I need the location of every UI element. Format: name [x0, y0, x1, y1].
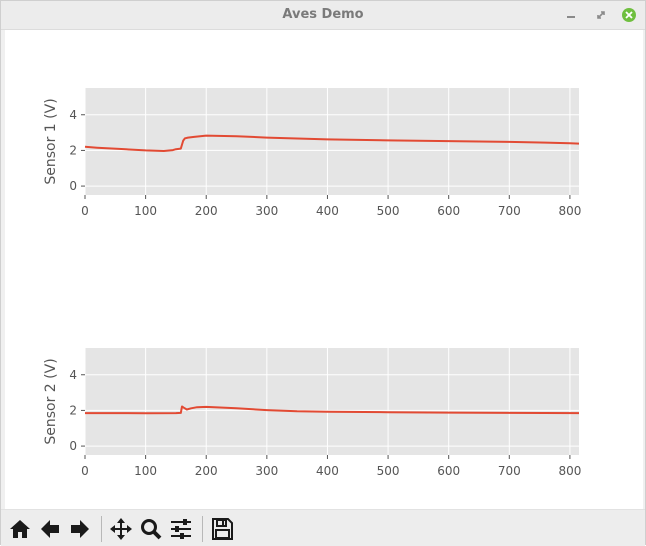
navigation-toolbar — [1, 509, 645, 546]
axes-background — [85, 348, 579, 455]
y-axis-label: Sensor 1 (V) — [43, 98, 59, 184]
toolbar-separator — [202, 516, 203, 542]
window-title: Aves Demo — [282, 7, 364, 22]
maximize-icon[interactable] — [593, 7, 609, 23]
x-tick-label: 100 — [134, 204, 157, 218]
x-tick-label: 300 — [255, 204, 278, 218]
x-tick-label: 400 — [316, 464, 339, 478]
x-tick-label: 200 — [195, 464, 218, 478]
x-tick-label: 800 — [558, 204, 581, 218]
y-axis-label: Sensor 2 (V) — [43, 358, 59, 444]
x-tick-label: 0 — [81, 204, 89, 218]
x-tick-label: 700 — [498, 464, 521, 478]
x-tick-label: 600 — [437, 204, 460, 218]
x-tick-label: 700 — [498, 204, 521, 218]
x-tick-label: 500 — [377, 204, 400, 218]
series-line — [84, 134, 580, 152]
toolbar-separator — [101, 516, 102, 542]
x-tick-label: 400 — [316, 204, 339, 218]
x-tick-label: 100 — [134, 464, 157, 478]
subplot-1: 0 100 200 300 400 500 600 700 800 0 2 4 Sensor 1 (V) — [43, 88, 581, 218]
x-tick-label: 200 — [195, 204, 218, 218]
y-tick-label: 4 — [69, 108, 77, 122]
pan-icon[interactable] — [108, 516, 134, 542]
y-tick-label: 0 — [69, 439, 77, 453]
minimize-icon[interactable] — [563, 7, 579, 23]
back-arrow-icon[interactable] — [37, 516, 63, 542]
series-line — [85, 405, 580, 415]
close-icon[interactable] — [621, 7, 637, 23]
save-icon[interactable] — [209, 516, 235, 542]
figure-canvas[interactable]: 0 100 200 300 400 500 600 700 800 0 2 4 Sensor 1 (V)… — [5, 30, 643, 509]
x-tick-label: 0 — [81, 464, 89, 478]
x-tick-label: 800 — [558, 464, 581, 478]
y-tick-label: 0 — [69, 179, 77, 193]
title-bar[interactable]: Aves Demo — [1, 1, 645, 30]
configure-subplots-icon[interactable] — [168, 516, 194, 542]
home-icon[interactable] — [7, 516, 33, 542]
subplot-2: 0 100 200 300 400 500 600 700 800 0 2 4 Sensor 2 (V) — [43, 348, 581, 478]
x-tick-label: 500 — [377, 464, 400, 478]
forward-arrow-icon[interactable] — [67, 516, 93, 542]
x-tick-label: 300 — [255, 464, 278, 478]
y-tick-label: 2 — [69, 143, 77, 157]
zoom-icon[interactable] — [138, 516, 164, 542]
y-tick-label: 2 — [69, 403, 77, 417]
y-tick-label: 4 — [69, 368, 77, 382]
x-tick-label: 600 — [437, 464, 460, 478]
